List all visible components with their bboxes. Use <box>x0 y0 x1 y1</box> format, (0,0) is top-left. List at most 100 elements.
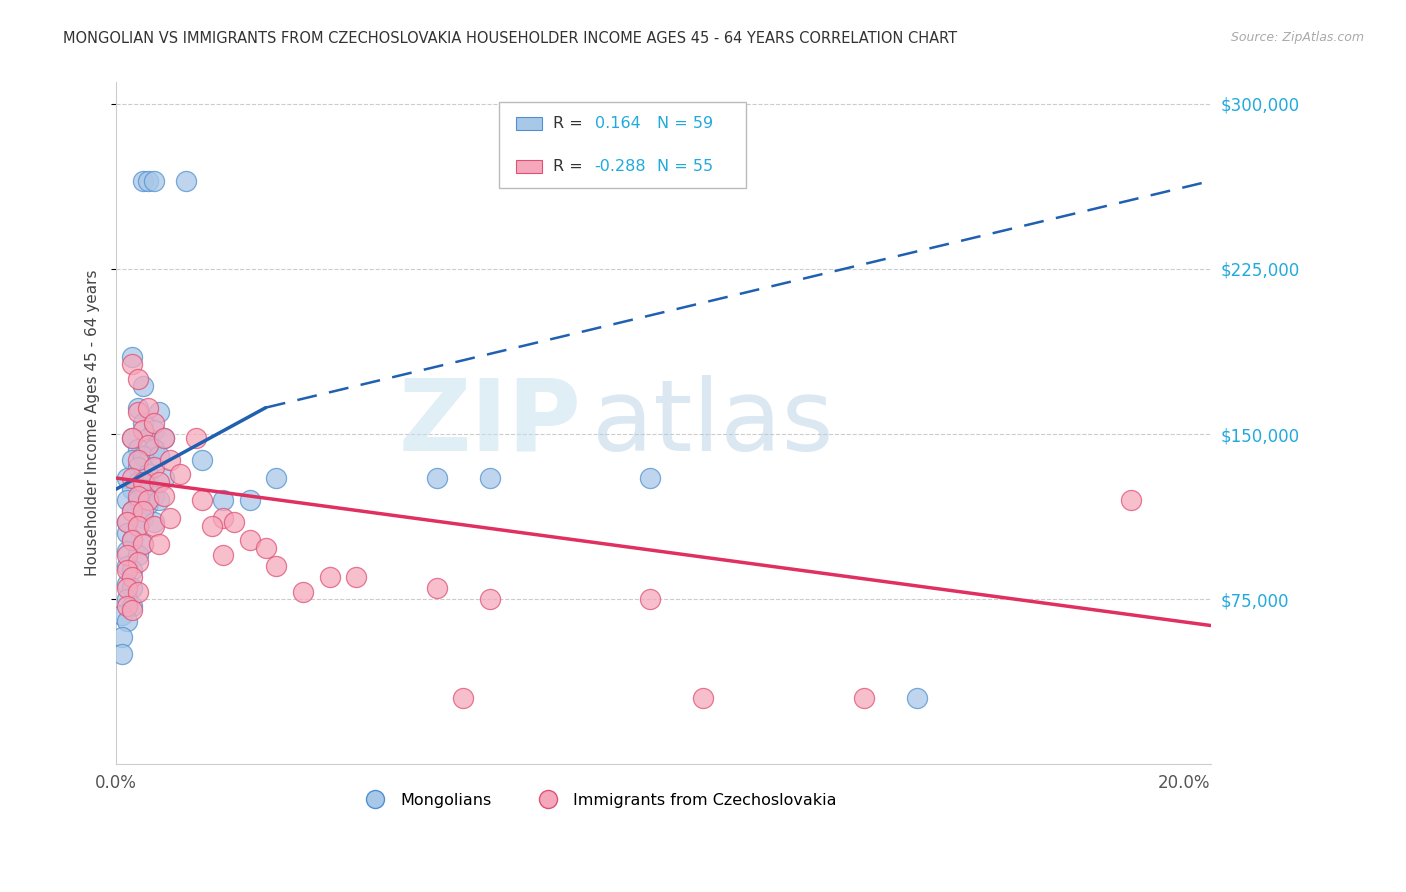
Point <box>127 585 149 599</box>
Point <box>127 475 149 490</box>
Point <box>121 533 143 547</box>
Point <box>132 449 155 463</box>
Point <box>136 432 159 446</box>
Point <box>121 603 143 617</box>
Point <box>905 691 928 706</box>
Text: MONGOLIAN VS IMMIGRANTS FROM CZECHOSLOVAKIA HOUSEHOLDER INCOME AGES 45 - 64 YEAR: MONGOLIAN VS IMMIGRANTS FROM CZECHOSLOVA… <box>63 31 957 46</box>
Point <box>121 432 143 446</box>
Point <box>132 423 155 437</box>
Point <box>121 432 143 446</box>
Point <box>148 449 170 463</box>
Point <box>115 493 138 508</box>
Point <box>266 471 288 485</box>
Point <box>142 515 165 529</box>
Point <box>127 405 149 419</box>
Point <box>121 564 143 578</box>
Point <box>136 467 159 481</box>
Point <box>142 519 165 533</box>
Point <box>169 467 191 481</box>
Point <box>142 416 165 430</box>
Point <box>136 493 159 508</box>
Point <box>115 515 138 529</box>
Point <box>153 432 176 446</box>
Point <box>121 453 143 467</box>
Point <box>132 416 155 430</box>
Point <box>115 592 138 607</box>
Point <box>132 537 155 551</box>
Point <box>132 378 155 392</box>
Point <box>115 614 138 628</box>
Point <box>212 548 235 562</box>
Point <box>426 471 449 485</box>
Point <box>121 504 143 518</box>
Point <box>212 510 235 524</box>
Legend: Mongolians, Immigrants from Czechoslovakia: Mongolians, Immigrants from Czechoslovak… <box>353 787 844 814</box>
Point <box>142 174 165 188</box>
Point <box>142 460 165 475</box>
Point <box>638 471 661 485</box>
Point <box>201 519 224 533</box>
Point <box>190 453 212 467</box>
Point <box>174 174 197 188</box>
Point <box>292 585 315 599</box>
Point <box>121 570 143 584</box>
Point <box>142 423 165 437</box>
Point <box>153 471 176 485</box>
Text: -0.288: -0.288 <box>595 159 647 174</box>
Text: R =: R = <box>553 116 588 131</box>
Point <box>121 581 143 595</box>
Point <box>186 432 208 446</box>
Point <box>121 357 143 371</box>
Point <box>159 453 181 467</box>
Point <box>132 475 155 490</box>
Point <box>319 570 342 584</box>
Point <box>127 460 149 475</box>
Point <box>426 581 449 595</box>
FancyBboxPatch shape <box>499 103 745 187</box>
Point <box>115 543 138 558</box>
Point <box>148 537 170 551</box>
Point <box>142 442 165 457</box>
Point <box>115 515 138 529</box>
Point <box>121 482 143 496</box>
Point <box>852 691 875 706</box>
Point <box>127 372 149 386</box>
Point <box>478 592 501 607</box>
Point <box>127 493 149 508</box>
Point <box>148 475 170 490</box>
Point <box>190 493 212 508</box>
Y-axis label: Householder Income Ages 45 - 64 years: Householder Income Ages 45 - 64 years <box>86 269 100 576</box>
Point <box>239 533 262 547</box>
Point <box>136 401 159 415</box>
Text: ZIP: ZIP <box>398 375 581 472</box>
Point <box>142 489 165 503</box>
Point <box>132 482 155 496</box>
Point <box>136 438 159 452</box>
Point <box>121 533 143 547</box>
Text: 0.164: 0.164 <box>595 116 640 131</box>
Point <box>115 564 138 578</box>
Point <box>346 570 368 584</box>
Point <box>222 515 245 529</box>
Point <box>110 607 132 622</box>
Point <box>110 647 132 661</box>
Point <box>638 592 661 607</box>
Point <box>1119 493 1142 508</box>
Point <box>115 526 138 541</box>
Point <box>148 493 170 508</box>
Point <box>121 599 143 613</box>
Point <box>127 401 149 415</box>
Point <box>127 453 149 467</box>
Point <box>136 475 159 490</box>
Point <box>115 548 138 562</box>
Point <box>115 471 138 485</box>
Point <box>692 691 714 706</box>
Point <box>127 555 149 569</box>
Point <box>153 489 176 503</box>
Point <box>121 350 143 364</box>
Point <box>115 599 138 613</box>
Bar <box>516 117 541 130</box>
Bar <box>516 160 541 173</box>
Text: N = 59: N = 59 <box>657 116 713 131</box>
Point <box>212 493 235 508</box>
